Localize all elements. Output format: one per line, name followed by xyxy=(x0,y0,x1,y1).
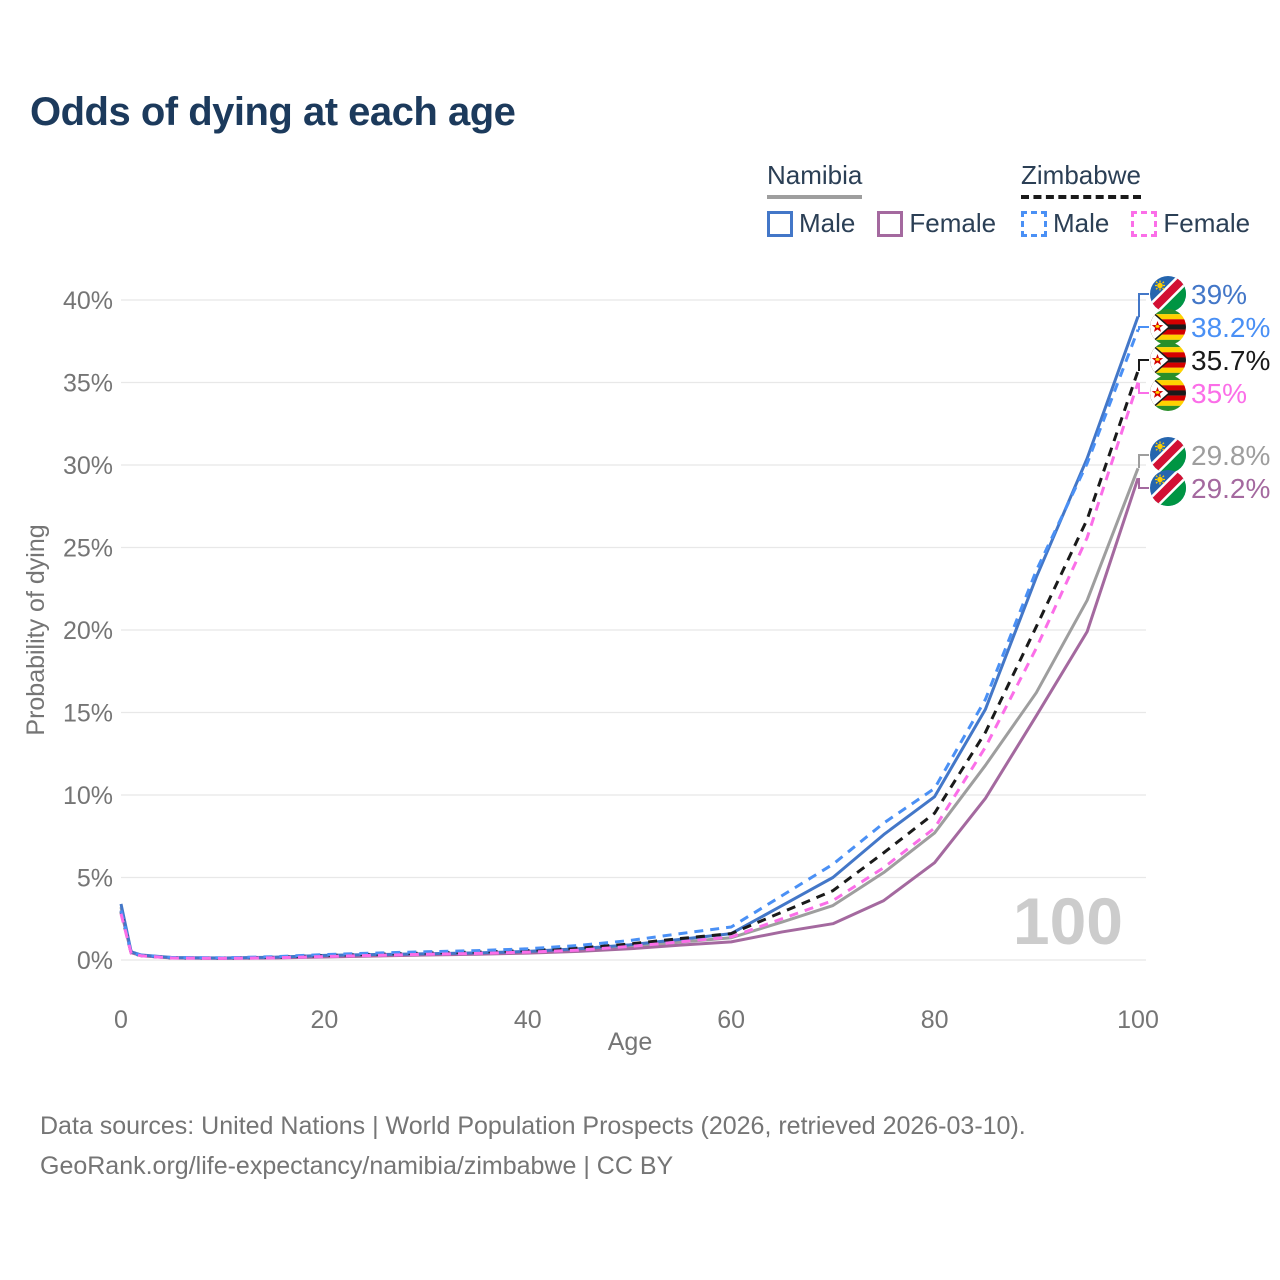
footer-attribution: GeoRank.org/life-expectancy/namibia/zimb… xyxy=(40,1152,674,1180)
y-tick-label: 5% xyxy=(77,865,113,893)
footer-data-sources: Data sources: United Nations | World Pop… xyxy=(40,1112,1026,1140)
series-line-zimbabwe-both xyxy=(119,370,1140,960)
legend-item-zimbabwe-male[interactable]: Male xyxy=(1021,208,1109,239)
series-line-namibia-female xyxy=(119,477,1140,960)
zimbabwe-female-swatch-icon xyxy=(1131,210,1158,237)
legend-country-zimbabwe: Zimbabwe xyxy=(1021,160,1141,199)
y-tick-label: 25% xyxy=(63,535,113,563)
y-axis-title: Probability of dying xyxy=(22,524,50,735)
y-tick-label: 15% xyxy=(63,700,113,728)
end-leader-zimbabwe-female xyxy=(1138,383,1149,394)
footer: Data sources: United Nations | World Pop… xyxy=(40,1106,1026,1186)
legend-country-namibia: Namibia xyxy=(767,160,863,199)
end-value-label-zimbabwe-female: 35% xyxy=(1191,378,1247,409)
legend-label-namibia-male: Male xyxy=(799,208,856,238)
x-tick-label: 60 xyxy=(717,1006,745,1034)
zimbabwe-flag-icon xyxy=(1150,375,1186,411)
zimbabwe-male-swatch-icon xyxy=(1021,210,1047,237)
end-value-label-zimbabwe-male: 38.2% xyxy=(1191,312,1270,343)
end-leader-zimbabwe-male xyxy=(1138,326,1149,330)
page-title: Odds of dying at each age xyxy=(30,90,516,134)
zimbabwe-flag-icon xyxy=(1150,309,1186,345)
legend-item-namibia-female[interactable]: Female xyxy=(877,208,996,239)
legend-label-zimbabwe-female: Female xyxy=(1163,208,1251,238)
series-line-namibia-both xyxy=(119,467,1140,960)
x-tick-label: 20 xyxy=(310,1006,338,1034)
legend-item-namibia-male[interactable]: Male xyxy=(767,208,855,239)
legend-item-zimbabwe-female[interactable]: Female xyxy=(1131,208,1250,239)
y-tick-label: 0% xyxy=(77,947,113,975)
namibia-flag-icon xyxy=(1148,274,1188,314)
series-line-zimbabwe-female xyxy=(119,382,1140,960)
end-leader-zimbabwe-both xyxy=(1138,359,1149,371)
age-counter-watermark: 100 xyxy=(1013,884,1123,958)
y-tick-label: 35% xyxy=(63,370,113,398)
end-leader-namibia-female xyxy=(1138,478,1149,489)
end-value-label-namibia-both: 29.8% xyxy=(1191,440,1270,471)
legend-label-zimbabwe-male: Male xyxy=(1053,208,1110,238)
end-value-label-namibia-male: 39% xyxy=(1191,279,1247,310)
legend-label-namibia-female: Female xyxy=(909,208,997,238)
y-tick-label: 10% xyxy=(63,782,113,810)
x-axis-title: Age xyxy=(608,1028,652,1056)
legend-group-namibia: Namibia Male Female xyxy=(767,160,996,239)
end-leader-namibia-both xyxy=(1138,454,1149,468)
series-line-namibia-male xyxy=(119,315,1140,960)
namibia-male-swatch-icon xyxy=(767,210,793,237)
x-tick-label: 80 xyxy=(921,1006,949,1034)
y-tick-label: 40% xyxy=(63,287,113,315)
namibia-flag-icon xyxy=(1148,468,1188,508)
end-leader-namibia-male xyxy=(1138,293,1149,317)
y-tick-label: 30% xyxy=(63,452,113,480)
x-tick-label: 100 xyxy=(1117,1006,1159,1034)
y-tick-label: 20% xyxy=(63,617,113,645)
x-tick-label: 40 xyxy=(514,1006,542,1034)
namibia-female-swatch-icon xyxy=(877,210,904,237)
namibia-flag-icon xyxy=(1148,435,1188,475)
end-value-label-zimbabwe-both: 35.7% xyxy=(1191,345,1270,376)
end-value-label-namibia-female: 29.2% xyxy=(1191,473,1270,504)
zimbabwe-flag-icon xyxy=(1150,342,1186,378)
legend-group-zimbabwe: Zimbabwe Male Female xyxy=(1021,160,1250,239)
x-tick-label: 0 xyxy=(114,1006,128,1034)
series-line-zimbabwe-male xyxy=(119,329,1140,960)
